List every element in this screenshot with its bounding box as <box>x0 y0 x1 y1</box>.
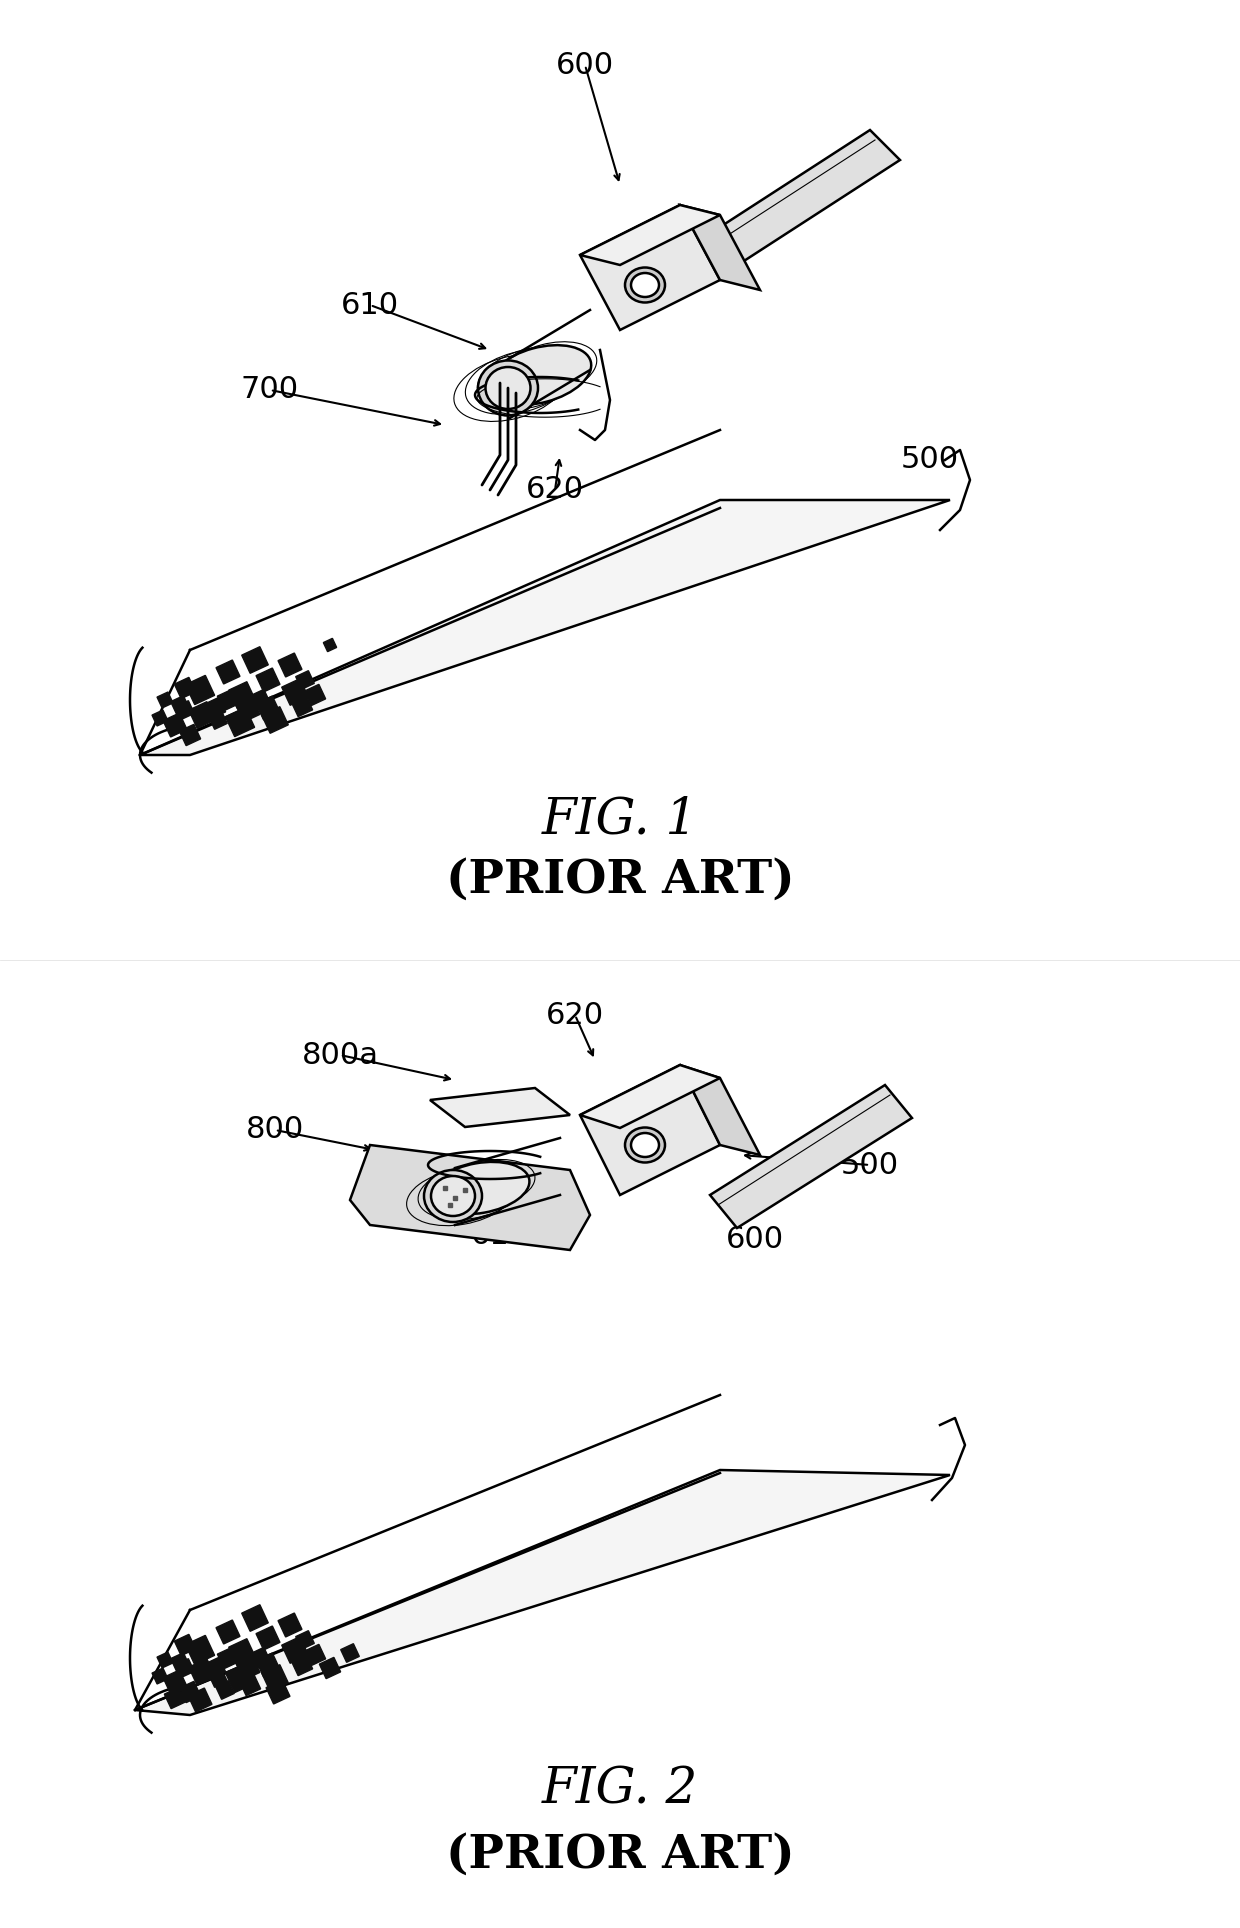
Bar <box>341 1645 360 1662</box>
Text: 800a: 800a <box>301 1041 378 1070</box>
Bar <box>320 1658 341 1679</box>
Polygon shape <box>430 1087 570 1128</box>
Text: 700: 700 <box>241 376 299 405</box>
Text: 500: 500 <box>841 1151 899 1180</box>
Bar <box>242 1604 268 1631</box>
Bar <box>262 1664 288 1691</box>
Bar <box>236 698 260 721</box>
Bar <box>278 1614 303 1637</box>
Bar <box>255 1625 280 1650</box>
Bar <box>153 710 167 727</box>
Polygon shape <box>711 1085 911 1228</box>
Bar <box>255 696 280 719</box>
Bar <box>188 702 216 729</box>
Bar <box>249 690 270 711</box>
Polygon shape <box>140 499 950 756</box>
Polygon shape <box>580 1064 720 1195</box>
Bar <box>295 671 314 690</box>
Bar <box>278 654 303 677</box>
Bar <box>186 675 215 704</box>
Text: (PRIOR ART): (PRIOR ART) <box>445 858 795 902</box>
Bar <box>324 638 336 652</box>
Bar <box>304 684 326 706</box>
Bar <box>176 700 195 719</box>
Ellipse shape <box>477 361 538 416</box>
Bar <box>205 1658 226 1679</box>
Polygon shape <box>680 204 760 289</box>
Polygon shape <box>580 1064 720 1128</box>
Bar <box>216 659 241 684</box>
Bar <box>226 708 254 736</box>
Text: 800: 800 <box>246 1116 304 1145</box>
Bar <box>304 1645 326 1666</box>
Bar <box>162 1670 187 1695</box>
Text: FIG. 2: FIG. 2 <box>542 1766 698 1814</box>
Bar <box>188 1689 212 1712</box>
Bar <box>281 1637 309 1664</box>
Bar <box>281 679 309 706</box>
Ellipse shape <box>631 1134 658 1157</box>
Ellipse shape <box>432 1176 475 1217</box>
Text: FIG. 1: FIG. 1 <box>542 794 698 844</box>
Ellipse shape <box>631 274 658 297</box>
Bar <box>239 1674 260 1695</box>
Bar <box>226 1664 254 1693</box>
Bar <box>205 698 226 719</box>
Text: 610: 610 <box>341 291 399 320</box>
Ellipse shape <box>424 1170 482 1222</box>
Bar <box>175 1635 196 1656</box>
Bar <box>217 690 238 711</box>
Polygon shape <box>580 204 720 330</box>
Bar <box>236 1656 260 1679</box>
Bar <box>186 1635 215 1664</box>
Bar <box>295 1631 314 1648</box>
Bar <box>228 683 255 708</box>
Bar <box>162 713 187 736</box>
Bar <box>165 1687 186 1708</box>
Bar <box>171 696 190 713</box>
Bar <box>176 1658 195 1677</box>
Bar <box>262 708 288 733</box>
Bar <box>228 1639 255 1666</box>
Bar <box>157 692 172 708</box>
Bar <box>217 1647 238 1668</box>
Polygon shape <box>701 129 900 270</box>
Bar <box>242 646 268 673</box>
Bar <box>291 696 312 717</box>
Bar <box>180 725 201 746</box>
Ellipse shape <box>430 1163 529 1215</box>
Bar <box>291 1654 312 1675</box>
Ellipse shape <box>489 345 591 405</box>
Bar <box>157 1652 172 1668</box>
Bar <box>208 711 227 729</box>
Bar <box>188 1658 216 1685</box>
Bar <box>255 667 280 692</box>
Ellipse shape <box>625 268 665 303</box>
Polygon shape <box>580 204 720 264</box>
Polygon shape <box>680 1064 760 1155</box>
Text: 620: 620 <box>546 1001 604 1030</box>
Bar <box>208 1670 227 1687</box>
Bar <box>267 1679 290 1704</box>
Text: 620: 620 <box>526 476 584 505</box>
Polygon shape <box>135 1469 950 1716</box>
Bar <box>153 1668 167 1683</box>
Text: (PRIOR ART): (PRIOR ART) <box>445 1832 795 1878</box>
Text: 610: 610 <box>471 1220 529 1249</box>
Bar <box>216 1620 241 1645</box>
Bar <box>216 1681 234 1699</box>
Ellipse shape <box>486 366 531 409</box>
Text: 500: 500 <box>901 445 959 474</box>
Ellipse shape <box>625 1128 665 1163</box>
Bar <box>171 1652 190 1672</box>
Bar <box>180 1681 201 1702</box>
Polygon shape <box>350 1145 590 1249</box>
Bar <box>249 1647 270 1668</box>
Text: 600: 600 <box>725 1226 784 1255</box>
Bar <box>175 677 196 698</box>
Bar <box>255 1652 280 1677</box>
Text: 600: 600 <box>556 50 614 79</box>
